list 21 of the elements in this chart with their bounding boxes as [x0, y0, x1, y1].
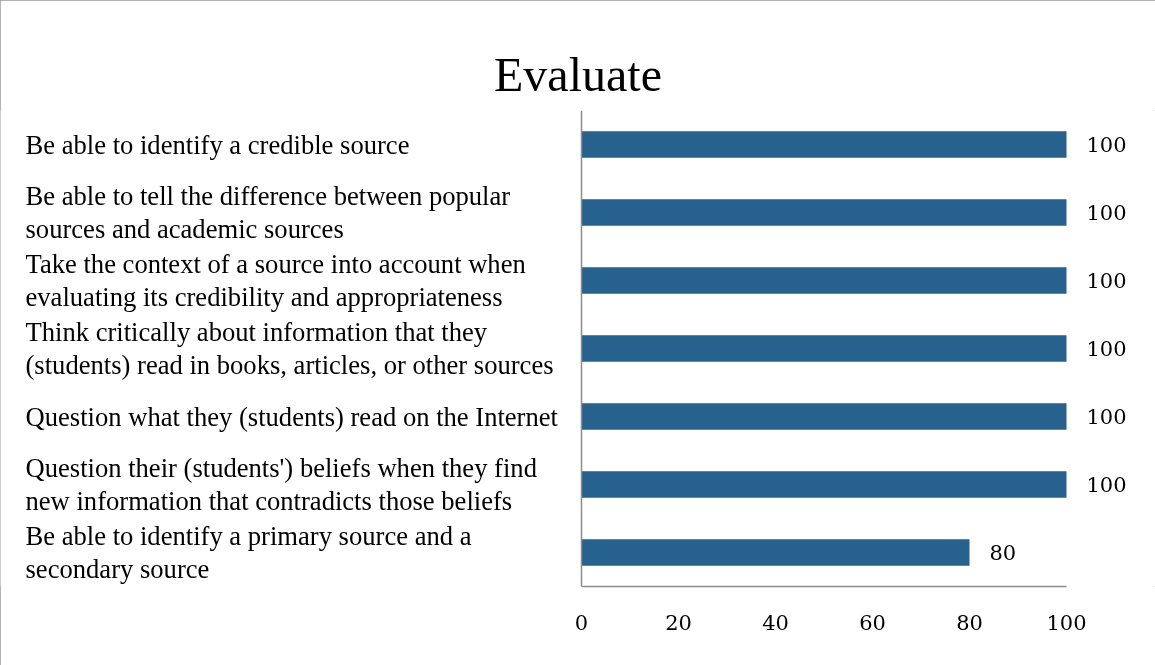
y-tick-label: Be able to identify a primary source and a secondary source: [25, 521, 472, 584]
y-tick-label: Be able to tell the difference between popular sources and academic sources: [25, 181, 511, 244]
x-tick-label: 40: [762, 610, 789, 635]
y-tick-label: Be able to identify a credible source: [25, 129, 410, 160]
data-label: 80: [989, 541, 1017, 565]
x-tick-label: 60: [859, 610, 886, 635]
x-tick-label: 100: [1046, 610, 1087, 635]
data-label: 100: [1086, 201, 1127, 225]
y-tick-label: Question their (students') beliefs when they find new information that contradicts those beliefs: [25, 453, 537, 516]
y-tick-label: Take the context of a source into account when evaluating its credibility and appropriateness: [25, 249, 526, 312]
y-tick-label: Question what they (students) read on the Internet: [25, 401, 559, 432]
x-tick-label: 0: [574, 610, 589, 635]
y-tick-label: Think critically about information that they (students) read in books, articles, or other sources: [25, 317, 554, 380]
data-label: 100: [1086, 337, 1127, 361]
data-label: 100: [1086, 473, 1127, 497]
data-label: 100: [1086, 133, 1127, 157]
x-tick-label: 20: [665, 610, 692, 635]
data-label: 100: [1086, 269, 1127, 293]
x-tick-label: 80: [956, 610, 983, 635]
chart-title: Evaluate: [494, 47, 662, 101]
data-label: 100: [1086, 405, 1127, 429]
